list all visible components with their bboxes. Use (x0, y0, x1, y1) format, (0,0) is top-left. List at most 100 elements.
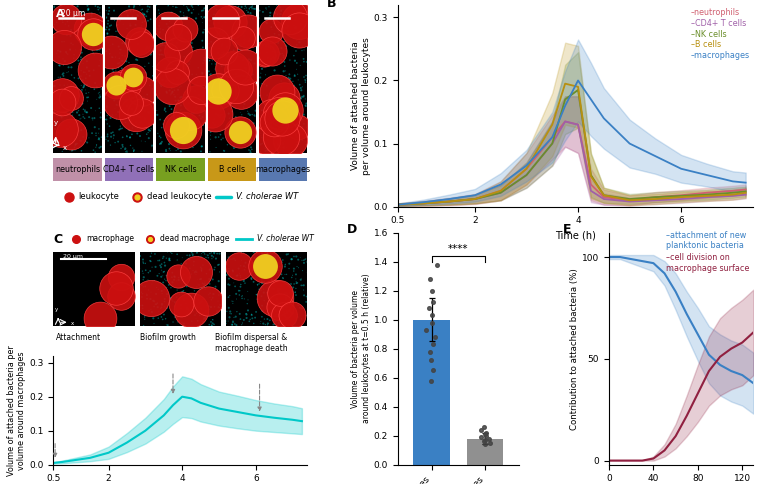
Point (299, 43, 311, 50)
Point (285, 280, 297, 288)
Point (227, 300, 239, 307)
Point (256, 302, 268, 310)
Point (86, 10, 98, 17)
Point (290, 127, 302, 135)
Point (238, 100, 250, 108)
Point (234, 273, 247, 281)
Point (261, 300, 273, 308)
Point (154, 304, 167, 312)
Point (99, 116, 111, 123)
Point (130, 52, 142, 60)
Point (191, 269, 203, 276)
Point (77, 34, 89, 42)
Point (183, 114, 196, 122)
Point (50, 26, 62, 34)
Point (283, 260, 295, 268)
Point (278, 137, 290, 145)
Point (172, 272, 184, 280)
Point (136, 79, 148, 87)
Point (109, 139, 121, 147)
Point (172, 138, 184, 146)
Point (212, 104, 224, 111)
Point (94, 105, 106, 112)
Point (113, 43, 125, 50)
Point (146, 263, 158, 271)
Point (154, 82, 167, 90)
Point (285, 291, 298, 299)
Point (182, 4, 194, 12)
Point (61, 144, 73, 151)
Point (424, 275, 436, 283)
Point (62, 18, 74, 26)
Point (265, 257, 277, 265)
Point (107, 81, 119, 89)
Legend: –neutrophils, –CD4+ T cells, –NK cells, –B cells, –macrophages: –neutrophils, –CD4+ T cells, –NK cells, … (686, 5, 753, 63)
Point (233, 262, 245, 270)
Point (218, 146, 230, 154)
Point (170, 57, 183, 65)
Point (81, 81, 93, 89)
Point (148, 302, 161, 310)
Point (270, 307, 282, 315)
Point (204, 250, 216, 257)
Point (107, 54, 119, 61)
Point (169, 32, 181, 40)
Point (166, 250, 178, 257)
Point (55, 112, 67, 120)
Point (249, 112, 261, 120)
Point (76, 86, 88, 94)
Point (206, 94, 218, 102)
Point (64, 46, 76, 54)
Point (289, 288, 301, 296)
Point (203, 114, 215, 121)
Point (134, 1, 146, 9)
Point (199, 251, 211, 258)
Point (227, 319, 239, 327)
Point (114, 91, 126, 99)
Point (143, 108, 155, 116)
Point (264, 122, 276, 130)
Point (154, 75, 166, 82)
Point (173, 53, 185, 60)
Point (90, 132, 102, 139)
Point (249, 27, 261, 34)
Point (81, 2, 94, 10)
Point (158, 295, 170, 303)
Point (155, 41, 167, 48)
Point (180, 44, 193, 52)
Point (48, 4, 60, 12)
Point (49, 99, 61, 107)
Point (78, 15, 91, 22)
Point (164, 91, 177, 99)
Point (134, 252, 146, 260)
Point (218, 113, 230, 121)
Point (78, 106, 90, 113)
Point (210, 255, 222, 262)
Point (282, 123, 295, 131)
Point (82, 6, 94, 14)
Point (285, 273, 298, 281)
Point (185, 95, 197, 103)
Point (193, 281, 205, 289)
Point (246, 37, 258, 45)
Point (139, 80, 151, 88)
Point (199, 54, 211, 61)
Point (141, 295, 153, 302)
Point (137, 98, 149, 106)
Point (86, 129, 98, 137)
Point (151, 303, 164, 311)
Point (301, 124, 314, 132)
Point (292, 141, 304, 149)
Point (100, 23, 113, 31)
Point (257, 51, 269, 59)
Point (129, 21, 142, 29)
Point (157, 76, 169, 84)
Point (282, 85, 295, 92)
Point (65, 26, 77, 34)
Point (182, 305, 194, 313)
Point (287, 284, 299, 291)
Point (175, 285, 187, 292)
Point (58, 81, 70, 89)
Point (210, 100, 222, 107)
Point (291, 263, 303, 271)
